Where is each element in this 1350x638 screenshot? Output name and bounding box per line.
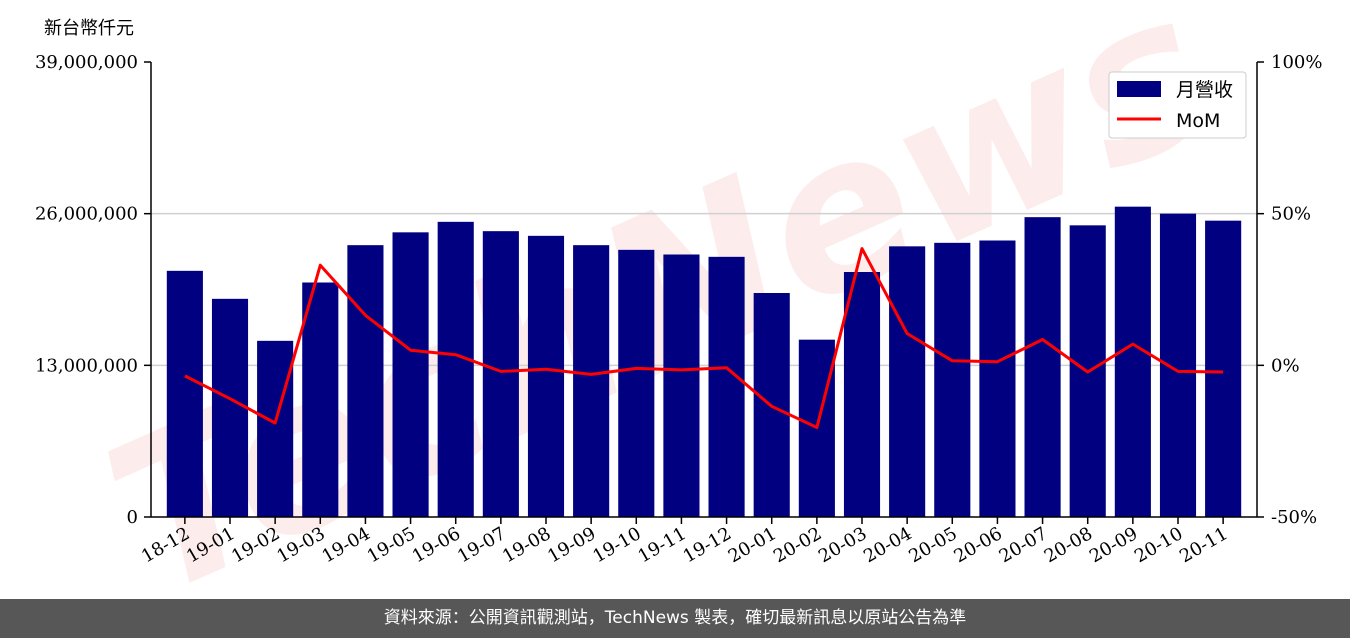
right-tick-label: -50% — [1271, 507, 1317, 528]
mom-line — [184, 247, 1224, 429]
x-tick-label: 20-05 — [905, 523, 960, 567]
legend-swatch-bar — [1117, 81, 1161, 97]
revenue-bar — [437, 221, 474, 518]
revenue-bar — [1205, 220, 1242, 517]
revenue-bar — [211, 298, 249, 517]
x-tick-label: 20-07 — [996, 523, 1051, 567]
watermark: TechNews — [76, 0, 1244, 599]
revenue-bar — [166, 270, 203, 517]
legend-label-mom: MoM — [1176, 110, 1220, 132]
left-tick-label: 0 — [127, 507, 138, 528]
legend-label-revenue: 月營收 — [1176, 79, 1233, 101]
source-footer: 資料來源：公開資訊觀測站，TechNews 製表，確切最新訊息以原站公告為準 — [0, 599, 1350, 638]
x-tick-label: 19-07 — [454, 523, 509, 567]
right-tick-label: 100% — [1271, 52, 1322, 73]
left-tick-label: 26,000,000 — [35, 204, 138, 225]
x-tick-label: 19-11 — [634, 523, 689, 567]
revenue-bar — [934, 242, 971, 518]
revenue-bar — [663, 254, 700, 517]
watermark-text: TechNews — [76, 0, 1244, 599]
x-tick-label: 20-10 — [1131, 523, 1186, 567]
revenue-bar — [573, 245, 610, 517]
right-axis-ticks: -50% 0% 50% 100% — [1257, 52, 1322, 528]
revenue-bar — [1114, 206, 1151, 517]
right-tick-label: 0% — [1271, 355, 1300, 376]
revenue-bar — [347, 245, 384, 517]
revenue-bar — [392, 232, 429, 518]
revenue-chart: TechNews 0 13,000,000 26,000,000 39,000,000… — [35, 0, 1323, 599]
x-tick-label: 20-06 — [950, 523, 1005, 567]
revenue-bar — [1024, 217, 1061, 517]
left-tick-label: 39,000,000 — [35, 52, 138, 73]
right-tick-label: 50% — [1271, 204, 1311, 225]
revenue-bars — [166, 206, 1242, 518]
left-axis-ticks: 0 13,000,000 26,000,000 39,000,000 — [35, 52, 151, 528]
revenue-bar — [302, 282, 339, 517]
x-tick-label: 20-08 — [1041, 523, 1096, 567]
revenue-bar — [618, 249, 655, 518]
x-tick-label: 19-12 — [680, 523, 735, 567]
x-tick-label: 19-09 — [544, 523, 599, 567]
revenue-bar — [482, 231, 519, 517]
revenue-bar — [708, 256, 745, 517]
revenue-bar — [979, 240, 1016, 517]
left-tick-label: 13,000,000 — [35, 355, 138, 376]
axes — [150, 62, 1258, 518]
y-axis-unit-label: 新台幣仟元 — [44, 18, 134, 39]
mom-line-series — [184, 247, 1224, 429]
revenue-bar — [843, 272, 881, 517]
x-tick-label: 20-02 — [770, 523, 825, 567]
x-tick-label: 19-08 — [499, 523, 554, 567]
x-tick-label: 20-04 — [860, 523, 915, 567]
x-tick-label: 19-10 — [589, 523, 644, 567]
x-tick-label: 20-11 — [1176, 523, 1231, 567]
revenue-bar — [889, 246, 926, 518]
x-tick-label: 20-03 — [815, 523, 870, 567]
x-tick-label: 20-01 — [725, 523, 780, 567]
revenue-bar — [257, 340, 294, 517]
legend: 月營收 MoM — [1108, 71, 1247, 139]
revenue-bar — [527, 235, 565, 518]
x-tick-label: 20-09 — [1086, 523, 1141, 567]
